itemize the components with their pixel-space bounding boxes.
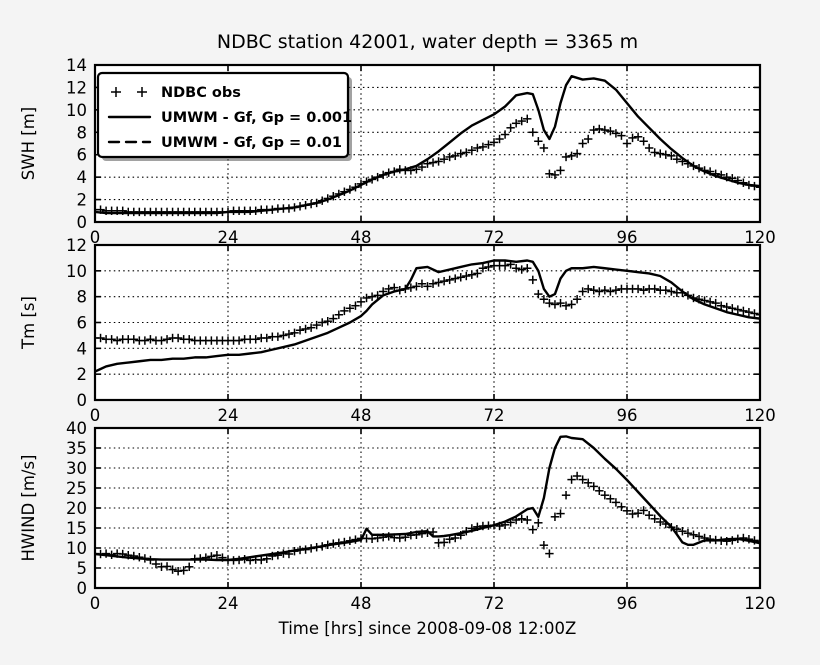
legend-entry: NDBC obs	[111, 85, 241, 101]
ytick-label: 20	[66, 499, 87, 518]
chart-title: NDBC station 42001, water depth = 3365 m	[217, 31, 638, 53]
ytick-label: 14	[66, 56, 87, 75]
legend-entry: UMWM - Gf, Gp = 0.01	[107, 135, 342, 151]
ytick-label: 2	[77, 365, 88, 384]
data-layer	[95, 259, 760, 373]
ytick-label: 5	[77, 559, 88, 578]
legend-label: NDBC obs	[161, 85, 241, 101]
y-axis-label: Tm [s]	[19, 296, 38, 350]
data-layer	[95, 435, 760, 576]
xtick-label: 96	[617, 406, 638, 425]
xtick-label: 96	[617, 594, 638, 613]
xtick-label: 120	[744, 228, 776, 247]
xtick-label: 48	[351, 594, 372, 613]
ytick-label: 8	[77, 288, 88, 307]
data-layer	[95, 75, 760, 217]
model-line-1	[95, 75, 760, 215]
legend-box	[96, 71, 350, 159]
xtick-label: 120	[744, 406, 776, 425]
xtick-label: 72	[484, 228, 505, 247]
ytick-label: 12	[66, 236, 87, 255]
xtick-label: 0	[90, 228, 101, 247]
plot-area-2	[93, 243, 762, 402]
ytick-label: 6	[77, 314, 88, 333]
ytick-label: 4	[77, 168, 88, 187]
obs-markers	[95, 260, 760, 345]
model-line-2	[95, 259, 760, 373]
ytick-label: 2	[77, 191, 88, 210]
xtick-label: 96	[617, 228, 638, 247]
ytick-label: 12	[66, 78, 87, 97]
xtick-label: 24	[218, 406, 239, 425]
ytick-label: 0	[77, 579, 88, 598]
ytick-label: 30	[66, 459, 87, 478]
ytick-label: 40	[66, 419, 87, 438]
ytick-label: 6	[77, 146, 88, 165]
ytick-label: 15	[66, 519, 87, 538]
legend-label: UMWM - Gf, Gp = 0.01	[161, 135, 342, 151]
xtick-label: 72	[484, 594, 505, 613]
ytick-label: 35	[66, 439, 87, 458]
xtick-label: 24	[218, 228, 239, 247]
ytick-label: 10	[66, 539, 87, 558]
ytick-label: 25	[66, 479, 87, 498]
xtick-label: 0	[90, 594, 101, 613]
legend-label: UMWM - Gf, Gp = 0.001	[161, 110, 352, 126]
ytick-label: 8	[77, 123, 88, 142]
xtick-label: 0	[90, 406, 101, 425]
xtick-label: 72	[484, 406, 505, 425]
ytick-label: 0	[77, 213, 88, 232]
y-axis-label: SWH [m]	[19, 107, 38, 180]
legend: NDBC obs UMWM - Gf, Gp = 0.001 UMWM - Gf, …	[96, 71, 352, 161]
legend-entry: UMWM - Gf, Gp = 0.001	[107, 110, 352, 126]
ytick-label: 4	[77, 339, 88, 358]
ytick-label: 0	[77, 391, 88, 410]
xtick-label: 120	[744, 594, 776, 613]
x-axis-label: Time [hrs] since 2008-09-08 12:00Z	[278, 619, 577, 638]
ytick-label: 10	[66, 101, 87, 120]
xtick-label: 48	[351, 406, 372, 425]
xtick-label: 24	[218, 594, 239, 613]
ytick-label: 10	[66, 262, 87, 281]
model-line-3	[95, 435, 760, 562]
y-axis-label: HWIND [m/s]	[19, 455, 38, 562]
xtick-label: 48	[351, 228, 372, 247]
